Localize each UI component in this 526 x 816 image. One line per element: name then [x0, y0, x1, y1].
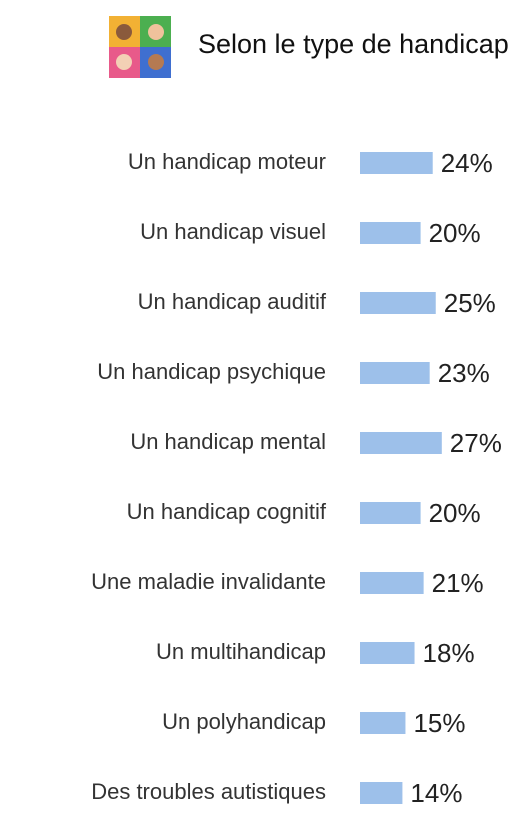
value-label: 20%	[429, 218, 481, 248]
bar	[360, 292, 436, 314]
page: {"chart_data": {"type": "bar", "orientat…	[0, 0, 526, 816]
bar	[360, 572, 424, 594]
value-label: 24%	[441, 148, 493, 178]
value-label: 15%	[413, 708, 465, 738]
title-icon	[109, 16, 171, 78]
category-label: Des troubles autistiques	[91, 779, 326, 804]
category-label: Un handicap auditif	[138, 289, 327, 314]
category-label: Un handicap psychique	[97, 359, 326, 384]
category-label: Un multihandicap	[156, 639, 326, 664]
bar	[360, 502, 421, 524]
bar	[360, 362, 430, 384]
category-label: Un handicap moteur	[128, 149, 326, 174]
value-label: 27%	[450, 428, 502, 458]
chart: Selon le type de handicap Un handicap mo…	[0, 0, 526, 811]
value-label: 20%	[429, 498, 481, 528]
value-label: 25%	[444, 288, 496, 318]
category-label: Un handicap cognitif	[127, 499, 327, 524]
value-label: 14%	[410, 778, 462, 808]
bar	[360, 712, 405, 734]
category-label: Une maladie invalidante	[91, 569, 326, 594]
category-label: Un handicap visuel	[140, 219, 326, 244]
category-label: Un handicap mental	[130, 429, 326, 454]
value-label: 21%	[432, 568, 484, 598]
chart-title: Selon le type de handicap	[198, 29, 509, 59]
bar	[360, 152, 433, 174]
category-label: Un polyhandicap	[162, 709, 326, 734]
value-label: 18%	[423, 638, 475, 668]
value-label: 23%	[438, 358, 490, 388]
bar	[360, 222, 421, 244]
bar	[360, 642, 415, 664]
bar	[360, 782, 402, 804]
bar	[360, 432, 442, 454]
